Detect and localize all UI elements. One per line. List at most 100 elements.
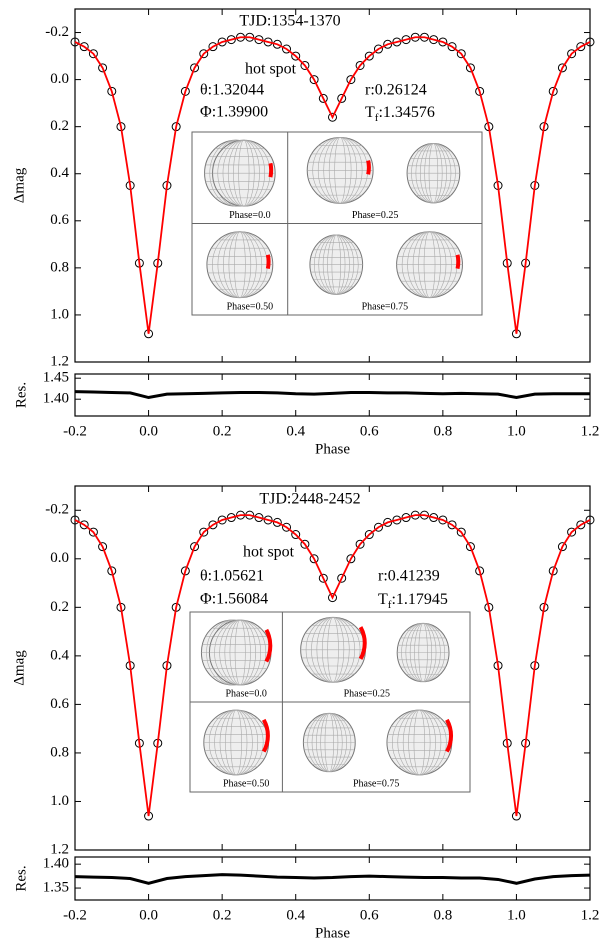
annotation: Tf:1.17945 [378, 591, 448, 611]
y-tick-label: 1.35 [43, 879, 69, 895]
residual-curve [74, 390, 590, 400]
y-tick-label: 0.2 [50, 118, 69, 134]
observation [180, 566, 190, 576]
observation [291, 51, 301, 61]
y-tick-label: 0.6 [50, 696, 69, 712]
hot-spot [455, 254, 461, 270]
annotation: hot spot [245, 61, 297, 78]
x-tick-label: 0.4 [286, 423, 305, 439]
observation [282, 44, 292, 54]
observation [282, 522, 292, 532]
y-tick-label: 1.0 [50, 306, 69, 322]
y-tick-label: 1.2 [50, 353, 69, 369]
model-curve [74, 514, 591, 817]
observation [557, 63, 567, 73]
observation [447, 42, 457, 52]
observation [79, 520, 89, 530]
observation [567, 527, 577, 537]
observation [557, 542, 567, 552]
observation [475, 566, 485, 576]
observation [337, 573, 347, 583]
observation [548, 566, 558, 576]
observation [585, 37, 595, 47]
x-tick-label: 1.0 [507, 423, 526, 439]
observation [373, 44, 383, 54]
observation [98, 542, 108, 552]
x-tick-label: 0.4 [286, 907, 305, 923]
y-tick-label: 0.4 [50, 647, 69, 663]
model-curve [74, 36, 591, 334]
x-axis-label: Phase [315, 925, 350, 941]
observation [456, 527, 466, 537]
x-tick-label: -0.2 [63, 907, 87, 923]
x-tick-label: 0.2 [213, 423, 232, 439]
observation [263, 37, 273, 47]
x-tick-label: 1.2 [581, 907, 600, 923]
x-axis-label: Phase [315, 441, 350, 457]
hot-spot [264, 628, 273, 663]
y-tick-label: 0.8 [50, 259, 69, 275]
panel-title: TJD:1354-1370 [239, 13, 340, 30]
annotation: Φ:1.56084 [200, 591, 268, 608]
observation [318, 573, 328, 583]
observation [447, 520, 457, 530]
observation [70, 37, 80, 47]
observation [567, 49, 577, 59]
observation [199, 527, 209, 537]
annotation-value: :1.17945 [391, 591, 447, 608]
hot-spot [261, 718, 270, 753]
y-axis-label: Res. [13, 865, 29, 891]
observation [456, 49, 466, 59]
observation [585, 515, 595, 525]
inset-phase-label: Phase=0.50 [223, 778, 269, 789]
observation [438, 37, 448, 47]
annotation-subscript: f [375, 112, 379, 124]
light-curve-panel: -0.2 0.0 0.2 0.4 0.6 0.8 1.0 1.2 Δmag TJD:1354-13… [11, 8, 595, 369]
observation [401, 513, 411, 523]
hot-spot [265, 254, 271, 270]
annotation: θ:1.32044 [200, 82, 264, 99]
observation [300, 539, 310, 549]
observation [364, 51, 374, 61]
observation [180, 86, 190, 96]
y-tick-label: 0.0 [50, 550, 69, 566]
hot-spot [358, 626, 367, 660]
y-tick-label: 0.2 [50, 599, 69, 615]
plot-frame [74, 485, 591, 851]
annotation-subscript: f [388, 599, 392, 611]
observation [383, 517, 393, 527]
y-tick-label: 0.6 [50, 212, 69, 228]
x-tick-label: 0.8 [433, 423, 452, 439]
annotation-value: :1.34576 [378, 104, 434, 121]
x-tick-label: 1.2 [581, 423, 600, 439]
annotation: Φ:1.39900 [200, 104, 268, 121]
observation [272, 39, 282, 49]
observation [254, 513, 264, 523]
observation [383, 39, 393, 49]
observation [465, 63, 475, 73]
observation [346, 554, 356, 564]
observation [226, 35, 236, 45]
annotation: hot spot [243, 544, 295, 561]
observation [300, 60, 310, 70]
y-tick-label: 0.8 [50, 744, 69, 760]
y-tick-label: 0.4 [50, 165, 69, 181]
inset: Phase=0.0 Phase=0.25 Phase=0.50 Phase=0.75 [189, 611, 471, 793]
x-tick-label: 0.0 [139, 907, 158, 923]
hot-spot [366, 160, 371, 175]
y-tick-label: 0.0 [50, 71, 69, 87]
y-tick-label: 1.45 [43, 370, 69, 386]
observation [309, 75, 319, 85]
annotation: r:0.41239 [378, 568, 440, 585]
observation [309, 554, 319, 564]
observation [438, 515, 448, 525]
inset-phase-label: Phase=0.25 [352, 210, 398, 221]
residual-panel: 1.40 1.45 -0.2 0.0 0.2 0.4 0.6 0.8 1.0 1.2 Res. Pha… [13, 370, 599, 458]
observation [429, 513, 439, 523]
observation [475, 86, 485, 96]
observation [291, 530, 301, 540]
hot-spot [445, 718, 453, 753]
y-tick-label: -0.2 [45, 24, 69, 40]
